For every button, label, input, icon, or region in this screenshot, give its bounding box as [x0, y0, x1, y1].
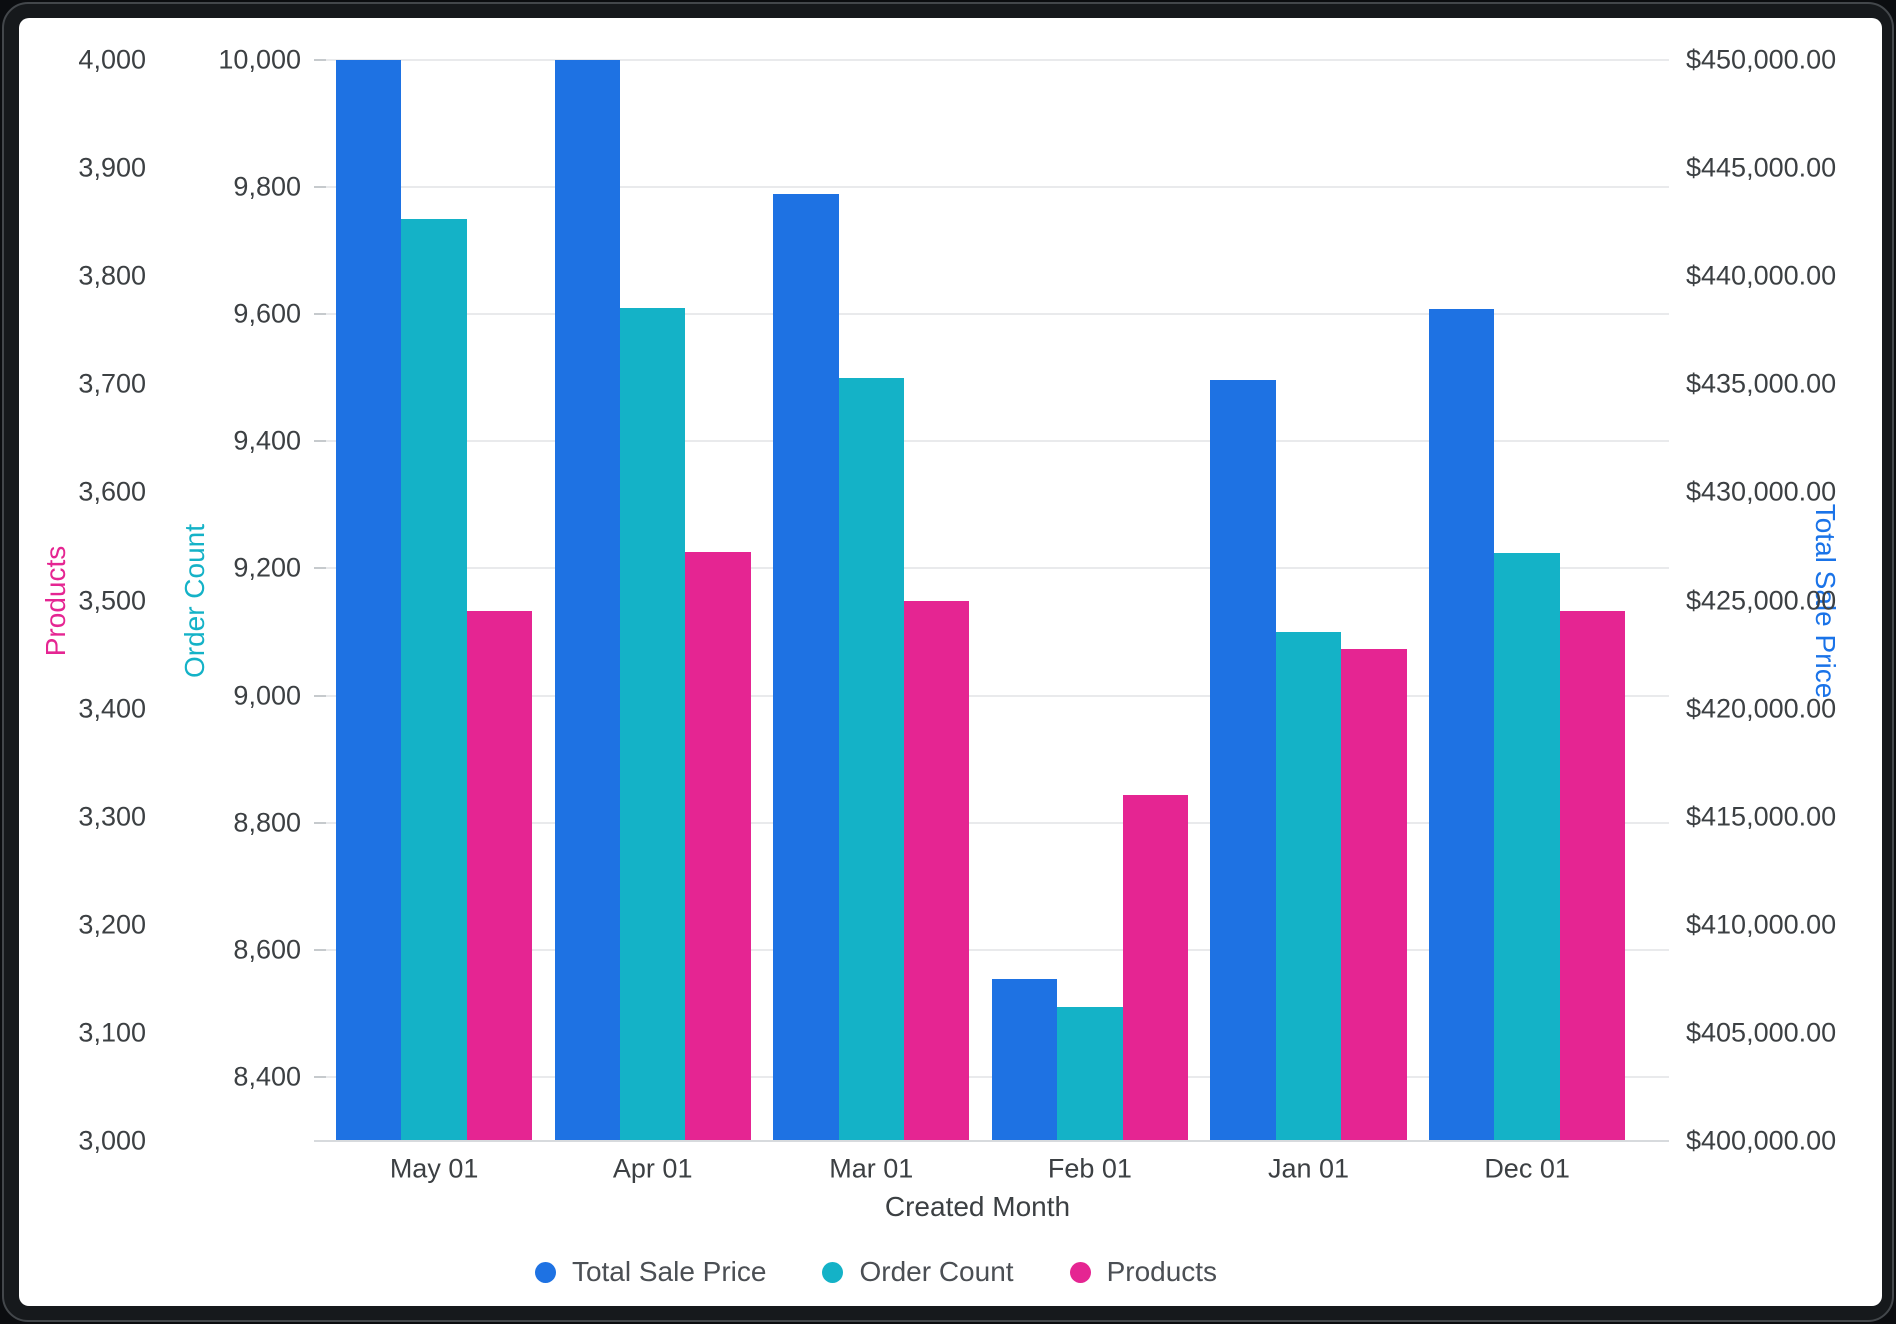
gridline — [326, 821, 1669, 824]
legend: Total Sale Price Order Count Products — [326, 1252, 1426, 1292]
bar-products-jan-01[interactable] — [1341, 649, 1407, 1141]
products-tick-label: 3,400 — [78, 693, 146, 724]
products-tick-label: 3,200 — [78, 909, 146, 940]
total-sale-price-tick-label: $430,000.00 — [1686, 476, 1837, 507]
bar-order-count-apr-01[interactable] — [620, 307, 686, 1141]
products-tick-label: 3,500 — [78, 585, 146, 615]
products-tick-label: 3,600 — [78, 476, 146, 507]
legend-label: Total Sale Price — [571, 1256, 767, 1287]
order-count-axis-title: Order Count — [179, 523, 210, 678]
legend-item-total-sale-price[interactable]: Total Sale Price — [534, 1256, 767, 1287]
total-sale-price-tick-label: $445,000.00 — [1686, 152, 1837, 183]
order-count-tick-label: 8,400 — [233, 1061, 301, 1092]
products-tick-label: 3,100 — [78, 1017, 146, 1048]
order-count-tick-label: 9,200 — [233, 552, 301, 583]
order-count-axis-tick — [314, 313, 326, 316]
x-tick-label-may-01: May 01 — [389, 1153, 479, 1184]
order-count-axis-tick — [314, 1075, 326, 1078]
order-count-axis-tick — [314, 821, 326, 824]
products-axis-title: Products — [40, 545, 71, 656]
legend-label: Products — [1106, 1256, 1218, 1287]
bar-order-count-dec-01[interactable] — [1494, 552, 1560, 1141]
bar-order-count-jan-01[interactable] — [1275, 631, 1342, 1141]
legend-item-order-count[interactable]: Order Count — [822, 1256, 1014, 1287]
order-count-tick-label: 9,400 — [233, 425, 301, 456]
x-tick-label-apr-01: Apr 01 — [612, 1153, 693, 1184]
gridline — [326, 567, 1669, 570]
products-tick-label: 3,900 — [78, 152, 146, 183]
bar-order-count-mar-01[interactable] — [838, 377, 904, 1141]
x-axis-title: Created Month — [884, 1191, 1071, 1222]
order-count-axis-tick — [314, 567, 326, 570]
products-legend-dot-icon — [1069, 1261, 1091, 1283]
bar-total-sale-price-mar-01[interactable] — [773, 194, 839, 1141]
bar-total-sale-price-apr-01[interactable] — [554, 60, 620, 1141]
products-tick-label: 3,000 — [78, 1125, 146, 1156]
order-count-tick-label: 8,600 — [233, 934, 301, 965]
bar-products-mar-01[interactable] — [904, 600, 970, 1141]
order-count-tick-label: 9,000 — [233, 680, 301, 710]
total-sale-price-tick-label: $400,000.00 — [1686, 1125, 1837, 1156]
total-sale-price-tick-label: $420,000.00 — [1686, 693, 1837, 724]
order-count-axis-tick — [314, 186, 326, 189]
products-tick-label: 3,800 — [78, 260, 146, 291]
products-tick-label: 4,000 — [78, 44, 146, 75]
total-sale-price-tick-label: $435,000.00 — [1686, 368, 1837, 399]
order-count-axis-tick — [314, 948, 326, 951]
order-count-tick-label: 8,800 — [233, 807, 301, 838]
products-tick-label: 3,300 — [78, 801, 146, 832]
order-count-tick-label: 9,600 — [233, 298, 301, 329]
x-tick-label-jan-01: Jan 01 — [1267, 1153, 1350, 1184]
total-sale-price-tick-label: $405,000.00 — [1686, 1017, 1837, 1048]
x-tick-label-mar-01: Mar 01 — [829, 1153, 914, 1184]
bar-products-may-01[interactable] — [466, 611, 533, 1141]
x-axis-line — [314, 1140, 1669, 1142]
chart-card: Products Order Count Total Sale Price Cr… — [19, 18, 1882, 1306]
x-tick-label-feb-01: Feb 01 — [1047, 1153, 1132, 1184]
bar-order-count-may-01[interactable] — [401, 218, 467, 1141]
legend-item-products[interactable]: Products — [1069, 1256, 1218, 1287]
order-count-legend-dot-icon — [822, 1261, 844, 1283]
bar-total-sale-price-dec-01[interactable] — [1429, 308, 1495, 1141]
gridline — [326, 694, 1669, 697]
legend-label: Order Count — [859, 1256, 1014, 1287]
gridline — [326, 948, 1669, 951]
bar-total-sale-price-may-01[interactable] — [336, 60, 402, 1141]
order-count-axis-tick — [314, 440, 326, 443]
bar-order-count-feb-01[interactable] — [1057, 1006, 1123, 1141]
total-sale-price-tick-label: $410,000.00 — [1686, 909, 1837, 940]
total-sale-price-tick-label: $440,000.00 — [1686, 260, 1837, 291]
total-sale-price-tick-label: $425,000.00 — [1686, 585, 1837, 615]
bar-total-sale-price-jan-01[interactable] — [1210, 379, 1276, 1141]
order-count-tick-label: 9,800 — [233, 171, 301, 202]
bar-total-sale-price-feb-01[interactable] — [991, 978, 1058, 1141]
x-tick-label-dec-01: Dec 01 — [1484, 1153, 1570, 1184]
gridline — [326, 313, 1669, 316]
gridline — [326, 440, 1669, 443]
order-count-axis-tick — [314, 694, 326, 697]
order-count-axis-tick — [314, 59, 326, 61]
bar-products-apr-01[interactable] — [685, 551, 751, 1141]
total-sale-price-tick-label: $415,000.00 — [1686, 801, 1837, 832]
gridline — [326, 186, 1669, 189]
gridline — [326, 59, 1669, 61]
total-sale-price-legend-dot-icon — [534, 1261, 556, 1283]
total-sale-price-tick-label: $450,000.00 — [1686, 44, 1837, 75]
bar-products-feb-01[interactable] — [1122, 795, 1188, 1141]
bar-products-dec-01[interactable] — [1559, 611, 1626, 1141]
products-tick-label: 3,700 — [78, 368, 146, 399]
order-count-tick-label: 10,000 — [218, 44, 301, 75]
